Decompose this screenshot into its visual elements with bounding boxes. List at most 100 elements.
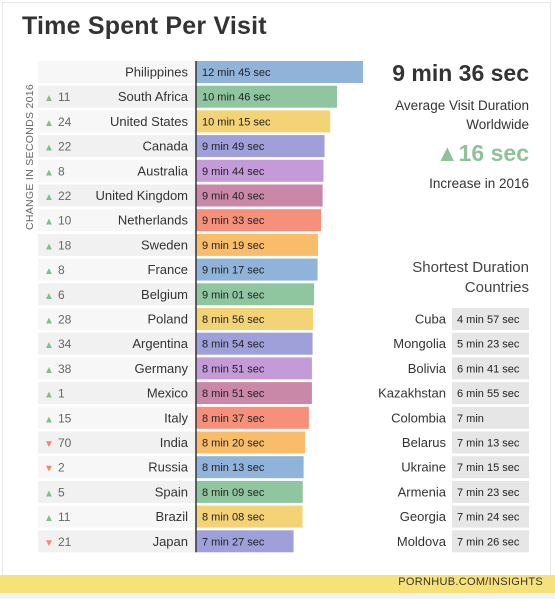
shortest-country-label: Armenia <box>398 484 447 499</box>
country-label: Mexico <box>147 386 188 401</box>
country-label: South Africa <box>118 89 189 104</box>
bar <box>196 110 331 133</box>
row-background <box>38 431 196 454</box>
shortest-duration-label: 4 min 57 sec <box>457 314 520 326</box>
row-background <box>38 357 196 380</box>
shortest-duration-label: 7 min 24 sec <box>457 512 520 524</box>
bar-label: 10 min 46 sec <box>202 92 271 104</box>
country-label: Canada <box>142 139 188 154</box>
bar <box>196 209 322 232</box>
row-background <box>38 406 196 429</box>
footer-source: PORNHUB.COM/INSIGHTS <box>398 576 543 588</box>
bar <box>196 233 319 256</box>
shortest-country-label: Bolivia <box>408 361 447 376</box>
bar-label: 9 min 33 sec <box>202 215 265 227</box>
row-background <box>38 456 196 479</box>
country-label: Belgium <box>141 287 188 302</box>
shortest-duration-cell <box>452 357 529 380</box>
change-value: 10 <box>58 214 72 228</box>
bar <box>196 406 309 429</box>
up-arrow-icon: ▲ <box>44 291 54 302</box>
increase-text: 16 sec <box>458 140 529 166</box>
bar-label: 9 min 49 sec <box>202 141 265 153</box>
bar <box>196 382 312 405</box>
bar <box>196 258 318 281</box>
shortest-duration-cell <box>452 456 529 479</box>
row-background <box>38 110 196 133</box>
increase-arrow-icon: ▲ <box>435 140 459 166</box>
average-label-line2: Worldwide <box>466 117 529 132</box>
shortest-country-label: Moldova <box>397 534 447 549</box>
bar <box>196 431 306 454</box>
change-value: 28 <box>58 313 72 327</box>
change-value: 18 <box>58 238 72 252</box>
country-label: United States <box>110 114 189 129</box>
bar <box>196 184 323 207</box>
shortest-duration-cell <box>452 406 529 429</box>
shortest-country-label: Mongolia <box>393 336 447 351</box>
bar-label: 8 min 20 sec <box>202 438 265 450</box>
change-value: 11 <box>58 510 71 524</box>
up-arrow-icon: ▲ <box>44 167 54 178</box>
bar-label: 8 min 13 sec <box>202 462 265 474</box>
country-label: United Kingdom <box>96 188 189 203</box>
up-arrow-icon: ▲ <box>44 340 54 351</box>
up-arrow-icon: ▲ <box>44 143 54 154</box>
shortest-duration-cell <box>452 308 529 330</box>
up-arrow-icon: ▲ <box>44 316 54 327</box>
row-background <box>38 382 196 405</box>
shortest-duration-label: 5 min 23 sec <box>457 339 520 351</box>
row-background <box>38 233 196 256</box>
shortest-title: Shortest Duration Countries <box>329 258 529 298</box>
row-background <box>38 332 196 355</box>
shortest-duration-label: 6 min 41 sec <box>457 363 520 375</box>
increase-label: Increase in 2016 <box>429 176 529 191</box>
bar <box>196 505 303 528</box>
change-value: 22 <box>58 140 72 154</box>
average-label-line1: Average Visit Duration <box>395 98 529 113</box>
country-label: Sweden <box>141 237 188 252</box>
row-background <box>38 505 196 528</box>
country-label: Argentina <box>132 336 188 351</box>
row-background <box>38 61 196 83</box>
change-value: 11 <box>58 90 71 104</box>
up-arrow-icon: ▲ <box>44 93 54 104</box>
up-arrow-icon: ▲ <box>44 217 54 228</box>
change-value: 38 <box>58 362 72 376</box>
row-background <box>38 480 196 503</box>
country-label: Netherlands <box>118 213 189 228</box>
bar-label: 9 min 44 sec <box>202 166 265 178</box>
change-value: 8 <box>58 263 65 277</box>
shortest-duration-label: 7 min 15 sec <box>457 462 520 474</box>
up-arrow-icon: ▲ <box>44 118 54 129</box>
change-value: 22 <box>58 189 72 203</box>
row-background <box>38 530 196 553</box>
shortest-duration-cell <box>452 505 529 528</box>
shortest-title-line2: Countries <box>464 279 529 296</box>
row-background <box>38 283 196 306</box>
change-value: 15 <box>58 411 72 425</box>
change-value: 8 <box>58 164 65 178</box>
shortest-duration-label: 7 min 23 sec <box>457 487 520 499</box>
country-label: Spain <box>155 484 188 499</box>
shortest-duration-cell <box>452 480 529 503</box>
up-arrow-icon: ▲ <box>44 513 54 524</box>
country-label: Italy <box>164 410 188 425</box>
bar-label: 9 min 40 sec <box>202 191 265 203</box>
shortest-duration-label: 7 min <box>457 413 484 425</box>
bar-label: 8 min 51 sec <box>202 363 265 375</box>
change-value: 2 <box>58 461 65 475</box>
bottom-strip <box>0 593 555 599</box>
shortest-duration-cell <box>452 431 529 454</box>
country-label: Germany <box>135 361 189 376</box>
change-value: 24 <box>58 115 72 129</box>
row-background <box>38 85 196 108</box>
bar-label: 9 min 17 sec <box>202 265 265 277</box>
bar <box>196 308 314 330</box>
country-label: France <box>148 262 188 277</box>
shortest-country-label: Belarus <box>402 435 447 450</box>
change-value: 5 <box>58 485 65 499</box>
bar-label: 7 min 27 sec <box>202 536 265 548</box>
bar <box>196 456 304 479</box>
